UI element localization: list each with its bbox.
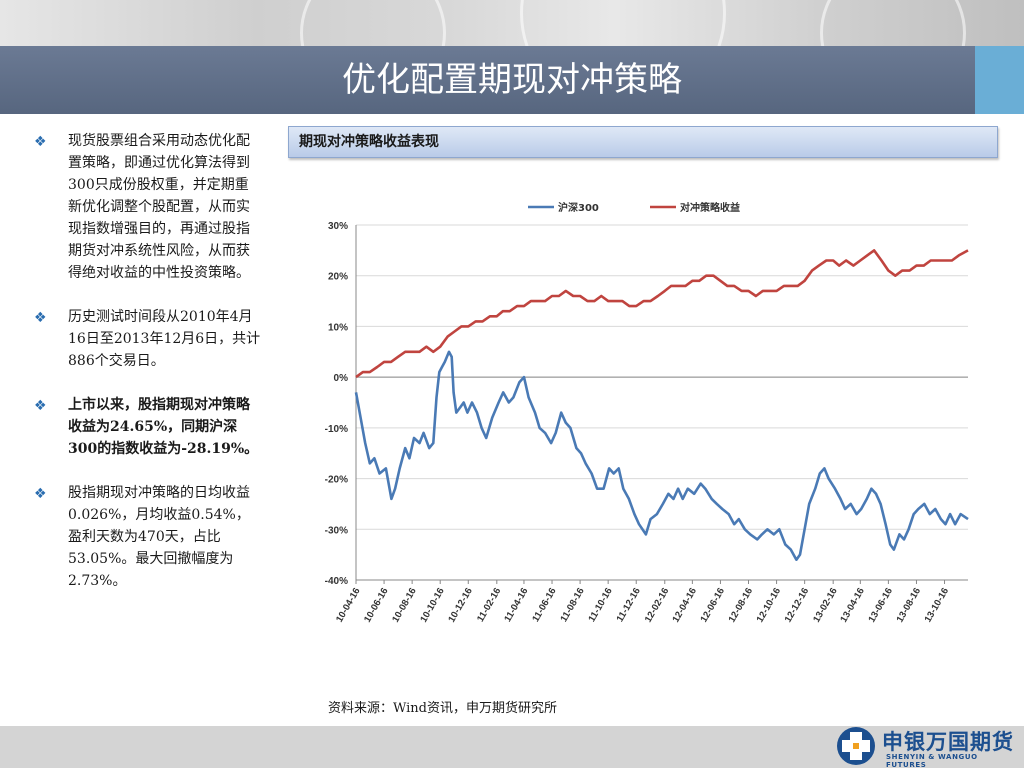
page-title: 优化配置期现对冲策略	[342, 60, 682, 100]
bullet-text: 股指期现对冲策略的日均收益0.026%，月均收益0.54%，盈利天数为470天，…	[68, 485, 250, 589]
x-tick-label: 12-04-16	[670, 586, 699, 624]
x-tick-label: 13-02-16	[811, 586, 840, 624]
company-logo: 申银万国期货 SHENYIN & WANGUO FUTURES	[836, 722, 1016, 769]
x-tick-label: 10-10-16	[418, 586, 447, 624]
y-tick-label: -20%	[325, 475, 348, 486]
bullet-item: ❖ 现货股票组合采用动态优化配置策略，即通过优化算法得到300只成份股权重，并定…	[34, 130, 262, 284]
x-tick-label: 13-06-16	[866, 586, 895, 624]
x-tick-label: 13-08-16	[895, 586, 924, 624]
x-tick-label: 10-06-16	[362, 586, 391, 624]
series-line-hs300	[354, 350, 969, 562]
x-tick-label: 10-12-16	[446, 586, 475, 624]
bullet-text: 现货股票组合采用动态优化配置策略，即通过优化算法得到300只成份股权重，并定期重…	[68, 133, 250, 281]
x-tick-label: 12-02-16	[643, 586, 672, 624]
y-tick-label: -30%	[325, 525, 348, 536]
bullet-item: ❖ 股指期现对冲策略的日均收益0.026%，月均收益0.54%，盈利天数为470…	[34, 482, 262, 592]
x-tick-label: 10-04-16	[334, 586, 363, 624]
y-tick-label: 0%	[334, 373, 349, 384]
chart-header: 期现对冲策略收益表现	[288, 126, 998, 158]
y-tick-label: -40%	[325, 576, 348, 587]
title-accent	[975, 46, 1024, 114]
top-banner	[0, 0, 1024, 46]
bullet-text: 历史测试时间段从2010年4月16日至2013年12月6日，共计886个交易日。	[68, 309, 261, 369]
series-line-hedge	[355, 249, 969, 379]
legend-label: 对冲策略收益	[680, 201, 740, 214]
y-tick-label: -10%	[325, 424, 348, 435]
x-tick-label: 11-08-16	[558, 586, 586, 624]
y-tick-label: 20%	[328, 272, 348, 283]
x-tick-label: 11-04-16	[502, 586, 530, 624]
x-tick-label: 11-10-16	[586, 586, 614, 624]
x-tick-label: 12-10-16	[755, 586, 784, 624]
diamond-bullet-icon: ❖	[34, 486, 47, 502]
bullet-item: ❖ 上市以来，股指期现对冲策略收益为24.65%，同期沪深300的指数收益为-2…	[34, 394, 262, 460]
bullet-item: ❖ 历史测试时间段从2010年4月16日至2013年12月6日，共计886个交易…	[34, 306, 262, 372]
logo-mark-icon	[837, 727, 875, 765]
x-tick-label: 12-08-16	[727, 586, 756, 624]
x-tick-label: 12-12-16	[783, 586, 812, 624]
diamond-bullet-icon: ❖	[34, 134, 47, 150]
banner-decoration	[820, 0, 966, 46]
x-tick-label: 11-12-16	[615, 586, 643, 624]
diamond-bullet-icon: ❖	[34, 398, 47, 414]
title-bar	[0, 46, 975, 114]
source-note: 资料来源：Wind资讯，申万期货研究所	[328, 701, 557, 716]
x-tick-label: 13-04-16	[838, 586, 867, 624]
bullet-list: ❖ 现货股票组合采用动态优化配置策略，即通过优化算法得到300只成份股权重，并定…	[34, 130, 262, 614]
line-chart: 30% 20% 10% 0% -10% -20% -30% -40%10-04-16 10-06…	[325, 201, 969, 624]
diamond-bullet-icon: ❖	[34, 310, 47, 326]
logo-text-cn: 申银万国期货	[882, 730, 1014, 754]
y-tick-label: 30%	[328, 221, 348, 232]
y-tick-label: 10%	[328, 322, 348, 333]
banner-decoration	[300, 0, 446, 46]
banner-decoration	[520, 0, 726, 46]
chart-header-label: 期现对冲策略收益表现	[299, 134, 439, 150]
x-tick-label: 11-06-16	[530, 586, 558, 624]
legend-label: 沪深300	[558, 201, 599, 214]
x-tick-label: 12-06-16	[698, 586, 727, 624]
x-tick-label: 10-08-16	[390, 586, 419, 624]
logo-text-en: SHENYIN & WANGUO FUTURES	[886, 753, 978, 769]
bullet-text: 上市以来，股指期现对冲策略收益为24.65%，同期沪深300的指数收益为-28.…	[68, 397, 259, 457]
x-tick-label: 11-02-16	[475, 586, 503, 624]
x-tick-label: 13-10-16	[923, 586, 952, 624]
